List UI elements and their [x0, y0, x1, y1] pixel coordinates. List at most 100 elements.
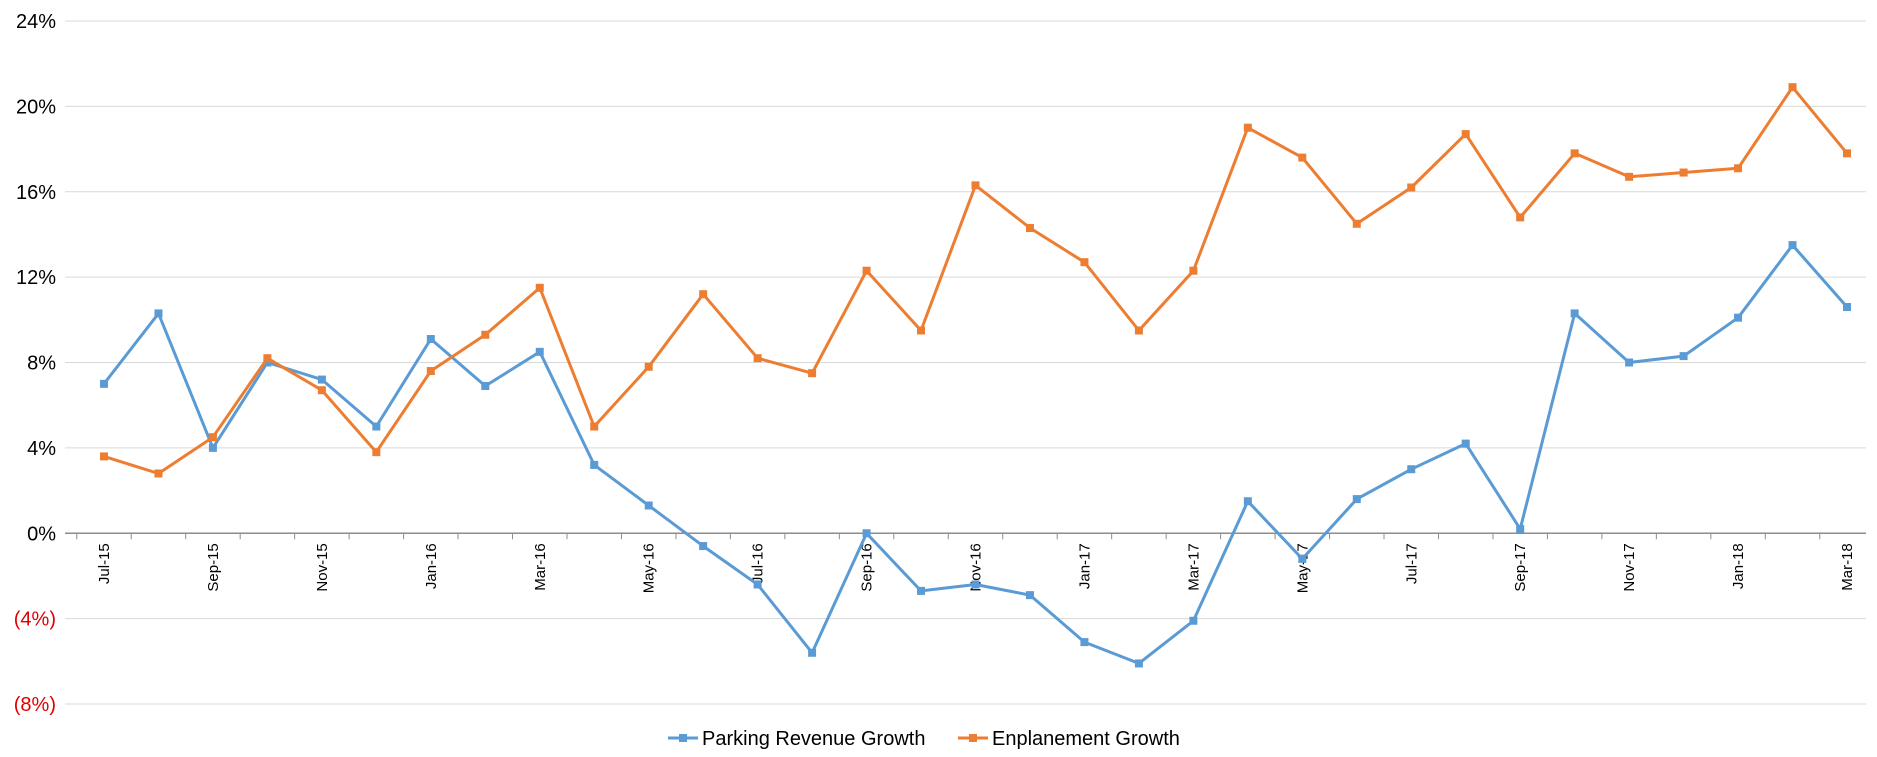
data-point: [1189, 266, 1198, 275]
y-tick-label: 8%: [27, 353, 56, 375]
data-point: [1461, 439, 1470, 448]
data-point: [1843, 303, 1851, 312]
y-tick-label: 20%: [16, 96, 56, 118]
data-point: [808, 648, 817, 657]
y-tick-label: 16%: [16, 182, 56, 204]
data-point: [1679, 352, 1688, 361]
data-point: [917, 326, 926, 335]
data-point: [971, 580, 980, 589]
data-point: [699, 290, 708, 299]
y-tick-label: 12%: [16, 267, 56, 289]
y-tick-label: (4%): [14, 609, 56, 631]
data-point: [1080, 258, 1089, 267]
data-point: [263, 358, 272, 367]
data-point: [1243, 123, 1252, 132]
data-point: [372, 422, 381, 431]
data-point: [1625, 172, 1634, 181]
data-point: [208, 443, 217, 452]
gridlines: [65, 20, 1866, 705]
data-point: [1625, 358, 1634, 367]
data-point: [1570, 309, 1579, 318]
data-point: [590, 460, 599, 469]
legend-label: Parking Revenue Growth: [702, 728, 925, 750]
data-point: [1461, 130, 1470, 139]
data-point: [644, 501, 653, 510]
data-point: [1679, 168, 1688, 177]
data-point: [1080, 638, 1089, 647]
data-point: [426, 367, 435, 376]
data-point: [1352, 219, 1361, 228]
data-point: [1788, 241, 1797, 250]
legend-swatch-marker: [969, 734, 977, 742]
data-point: [535, 347, 544, 356]
series-parking-revenue-growth: [100, 241, 1851, 668]
x-tick-label: May-16: [641, 543, 658, 593]
legend: Parking Revenue Growth Enplanement Growth: [668, 728, 1180, 750]
data-point: [263, 354, 272, 363]
x-tick-label: Nov-16: [968, 543, 985, 591]
data-point: [644, 362, 653, 371]
x-tick-label: Sep-17: [1512, 543, 1529, 591]
data-point: [971, 181, 980, 190]
y-tick-label: 0%: [27, 523, 56, 545]
y-axis: 24% 20% 16% 12% 8% 4% 0% (4%) (8%): [14, 11, 56, 716]
data-point: [753, 354, 762, 363]
data-point: [154, 469, 163, 478]
series-line: [102, 243, 1849, 665]
data-point: [1025, 591, 1034, 600]
x-tick-label: Jan-17: [1076, 543, 1093, 589]
data-point: [426, 335, 435, 344]
y-tick-label: 24%: [16, 11, 56, 33]
data-point: [590, 422, 599, 431]
data-point: [917, 586, 926, 595]
y-tick-label: 4%: [27, 438, 56, 460]
data-point: [481, 381, 490, 390]
data-point: [208, 433, 217, 442]
data-point: [862, 529, 871, 538]
data-point: [1134, 659, 1143, 668]
data-point: [1298, 153, 1307, 162]
x-tick-label: Nov-15: [314, 543, 331, 591]
data-point: [1407, 183, 1416, 192]
series-lines: [100, 83, 1851, 668]
data-point: [1843, 149, 1851, 158]
data-point: [753, 580, 762, 589]
data-point: [1298, 554, 1307, 563]
x-tick-label: Jul-15: [96, 543, 113, 584]
data-point: [1734, 164, 1743, 173]
data-point: [154, 309, 163, 318]
x-tick-label: Sep-15: [205, 543, 222, 591]
legend-label: Enplanement Growth: [992, 728, 1180, 750]
data-point: [372, 448, 381, 457]
data-point: [1570, 149, 1579, 158]
legend-entry: Enplanement Growth: [958, 728, 1180, 750]
x-tick-label: Sep-16: [859, 543, 876, 591]
data-point: [317, 375, 326, 384]
data-point: [100, 452, 108, 461]
data-point: [862, 266, 871, 275]
x-tick-label: Mar-17: [1185, 543, 1202, 591]
data-point: [1025, 224, 1034, 233]
data-point: [317, 386, 326, 395]
data-point: [100, 379, 108, 388]
series-enplanement-growth: [100, 83, 1851, 478]
data-point: [1189, 616, 1198, 625]
data-point: [1243, 497, 1252, 506]
data-point: [1516, 213, 1525, 222]
x-tick-label: Mar-18: [1839, 543, 1856, 591]
data-point: [1407, 465, 1416, 474]
data-point: [808, 369, 817, 378]
x-axis: Jul-15 Sep-15 Nov-15 Jan-16 Mar-16 May-16 Jul-…: [65, 532, 1866, 593]
x-tick-label: Jan-16: [423, 543, 440, 589]
x-tick-label: Jul-16: [750, 543, 767, 584]
legend-swatch-marker: [679, 734, 687, 742]
data-point: [1352, 495, 1361, 504]
data-point: [1134, 326, 1143, 335]
data-point: [1788, 83, 1797, 92]
data-point: [1516, 524, 1525, 533]
data-point: [481, 330, 490, 339]
x-tick-label: Nov-17: [1621, 543, 1638, 591]
legend-entry: Parking Revenue Growth: [668, 728, 925, 750]
